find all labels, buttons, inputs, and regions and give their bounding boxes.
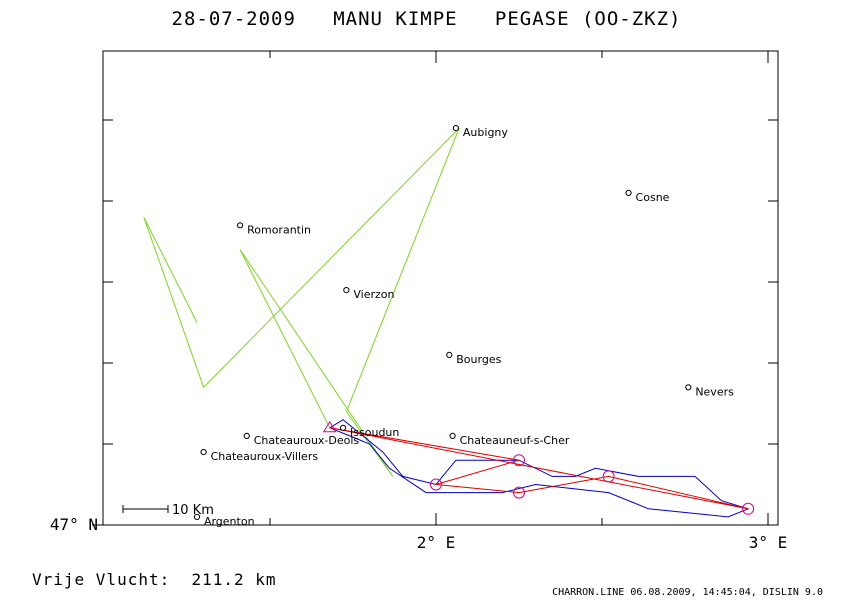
map-frame: [102, 50, 779, 526]
city-marker: Bourges: [446, 351, 502, 366]
city-dot-icon: [193, 513, 201, 521]
city-label: Argenton: [204, 515, 255, 528]
city-marker: Aubigny: [452, 125, 508, 139]
city-label: Issoudun: [350, 426, 399, 439]
cities: Aubigny Cosne Romorantin Vierzon Bourges Neve…: [193, 125, 734, 528]
turnpoint-circle-icon: [742, 502, 755, 515]
city-label: Chateauroux-Villers: [211, 450, 319, 463]
city-dot-icon: [343, 287, 350, 294]
city-label: Nevers: [695, 385, 734, 398]
city-label: Chateauroux-Deols: [254, 434, 360, 447]
city-dot-icon: [446, 351, 453, 358]
city-label: Chateauneuf-s-Cher: [460, 434, 570, 447]
city-dot-icon: [243, 432, 250, 439]
start-triangle-icon: [322, 420, 337, 433]
scale-bar-label: 10 Km: [172, 503, 214, 518]
city-marker: Chateauroux-Deols: [243, 432, 360, 447]
city-dot-icon: [449, 432, 456, 439]
city-dot-icon: [200, 449, 207, 456]
city-dot-icon: [339, 424, 347, 431]
city-dot-icon: [685, 384, 692, 391]
city-label: Bourges: [456, 353, 501, 366]
task-line: [329, 427, 749, 510]
city-marker: Romorantin: [237, 222, 311, 236]
x-tick-label: 2° E: [417, 533, 456, 552]
turnpoint-circle-icon: [513, 486, 525, 499]
city-label: Vierzon: [353, 288, 394, 301]
turnpoint-circle-icon: [513, 454, 525, 467]
axis-ticks: [92, 51, 778, 526]
axis-tick-labels: 2° E 3° E 47° N: [50, 515, 787, 552]
turnpoints: [430, 454, 755, 515]
towing-track: [143, 127, 460, 477]
city-label: Aubigny: [463, 126, 508, 139]
free-flight-distance: Vrije Vlucht: 211.2 km: [32, 570, 277, 589]
turnpoint-circle-icon: [430, 478, 442, 491]
turnpoint-circle-icon: [602, 470, 615, 483]
city-dot-icon: [625, 189, 632, 196]
city-marker: Chateauroux-Villers: [200, 449, 319, 463]
scale-bar: 10 Km: [122, 503, 214, 518]
x-tick-label: 3° E: [749, 533, 788, 552]
map-title: 28-07-2009 MANU KIMPE PEGASE (OO-ZKZ): [171, 8, 682, 30]
y-tick-label: 47° N: [50, 515, 98, 534]
city-label: Cosne: [636, 191, 670, 204]
city-marker: Chateauneuf-s-Cher: [449, 432, 570, 447]
city-marker: Nevers: [685, 384, 734, 398]
city-dot-icon: [452, 125, 460, 132]
city-marker: Issoudun: [339, 424, 399, 439]
city-marker: Cosne: [625, 189, 670, 204]
footer-credit: CHARRON.LINE 06.08.2009, 14:45:04, DISLI…: [552, 587, 823, 598]
city-marker: Argenton: [193, 513, 255, 528]
city-dot-icon: [237, 222, 244, 229]
city-label: Romorantin: [247, 223, 311, 236]
city-marker: Vierzon: [343, 287, 394, 301]
